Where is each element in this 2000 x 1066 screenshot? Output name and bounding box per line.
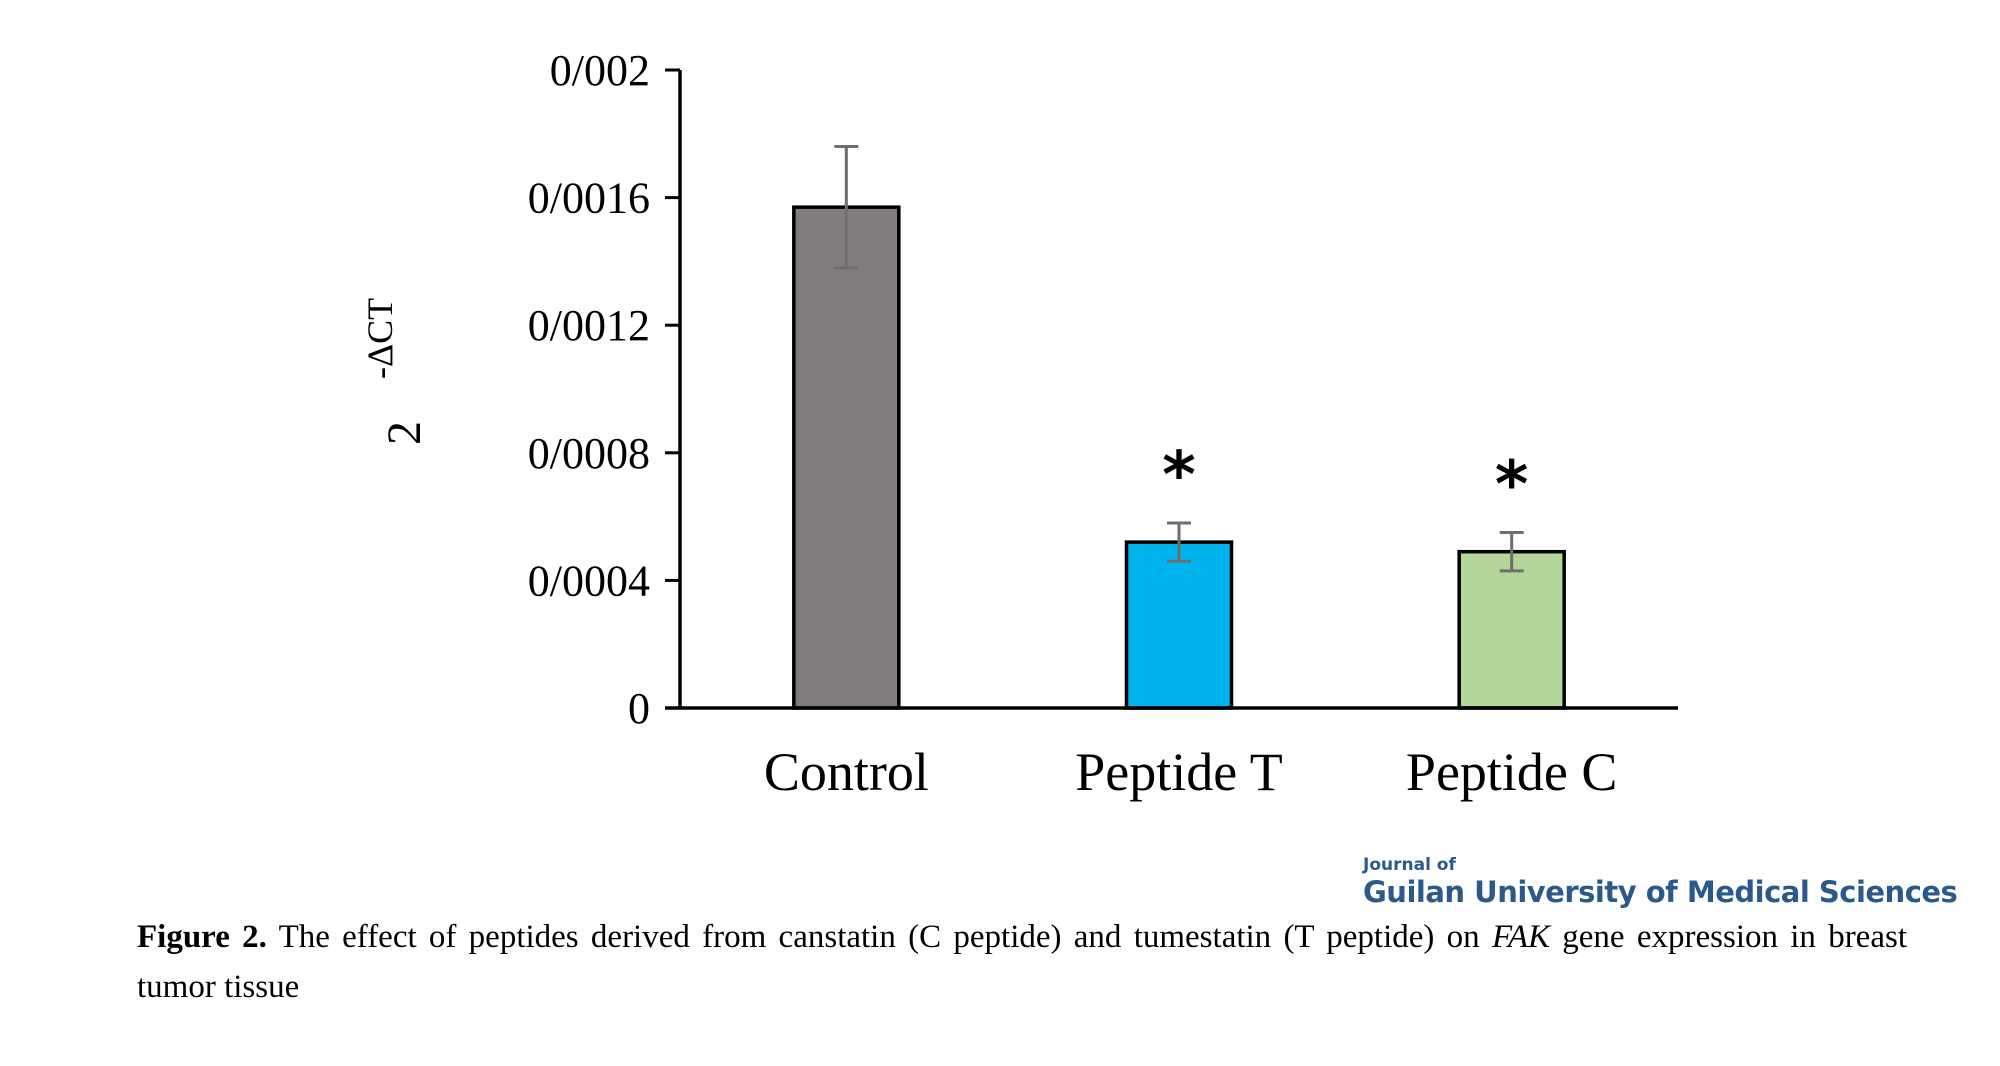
y-axis-title-base: 2 (378, 421, 431, 445)
y-tick-label: 0/0004 (528, 556, 650, 605)
journal-logo: Journal of Guilan University of Medical … (1363, 855, 1958, 909)
y-tick-label: 0/0016 (528, 174, 650, 223)
bars: * * (792, 145, 1566, 710)
x-tick-label: Peptide T (1075, 742, 1282, 802)
y-tick-label: 0/0008 (528, 429, 650, 478)
caption-text-after: gene expression in breast tumor tissue (137, 919, 1907, 1005)
significance-marker: * (1162, 439, 1195, 513)
journal-logo-line2: Guilan University of Medical Sciences (1363, 875, 1958, 909)
journal-logo-line1: Journal of (1363, 855, 1456, 875)
bar (792, 205, 901, 710)
bar (1124, 540, 1234, 710)
x-tick-label: Peptide C (1406, 742, 1618, 802)
y-axis-title: 2 -ΔCT (360, 298, 431, 445)
y-tick-label: 0/002 (550, 46, 650, 95)
gene-name: FAK (1491, 919, 1551, 955)
figure-caption: Figure 2. The effect of peptides derived… (137, 912, 1907, 1012)
y-tick-label: 0/0012 (528, 301, 650, 350)
y-tick-label: 0 (628, 684, 650, 733)
significance-marker: * (1495, 449, 1528, 523)
x-axis: Control Peptide T Peptide C (665, 706, 1678, 802)
figure-label: Figure 2. (137, 919, 267, 955)
caption-text-before: The effect of peptides derived from cans… (266, 919, 1492, 955)
x-tick-label: Control (764, 742, 929, 802)
y-axis: 0 0/0004 0/0008 0/0012 0/0016 0/002 (528, 46, 682, 733)
y-axis-title-exponent: -ΔCT (360, 298, 400, 379)
bar (1457, 549, 1566, 710)
